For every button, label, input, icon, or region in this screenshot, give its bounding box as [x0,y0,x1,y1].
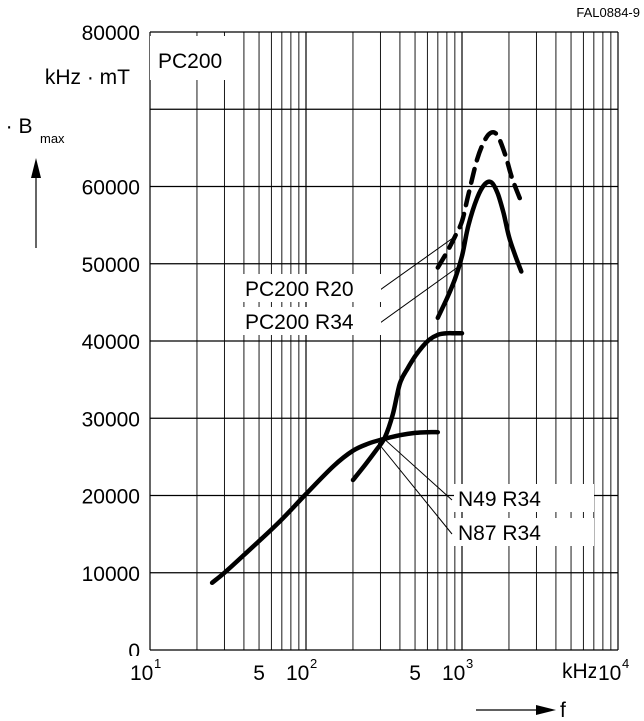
series-line-n87-r34 [209,429,441,586]
y-tick-label: 60000 [82,177,140,200]
y-axis-unit: kHz · mT [45,66,130,89]
x-tick-exponent: 4 [622,656,629,671]
x-tick-labels: 10 1 5 10 2 5 10 3 10 4 [128,656,642,685]
x-tick-label-bg [284,656,330,684]
x-tick-base: 10 [598,662,621,685]
y-tick-label: 40000 [82,331,140,354]
title-box [150,36,242,80]
x-axis-unit: kHz [562,660,598,683]
x-tick-label: 5 [407,656,426,685]
y-tick-label-bg [46,634,142,664]
y-axis-label-sub: max [40,131,65,146]
series-label-pc200-r20: PC200 R20 [245,278,354,301]
x-tick-label: 5 [251,656,270,685]
series-line-pc200-r34 [435,179,524,321]
x-tick-exponent: 3 [466,656,473,671]
x-tick-exponent: 1 [154,656,161,671]
leader-lines [377,237,458,535]
y-tick-label: 0 [128,640,140,663]
series-label-bg-n49-r34 [454,484,594,512]
x-tick-base: 10 [286,662,309,685]
x-tick-label-bg [596,656,642,684]
chart-title: PC200 [158,50,222,73]
y-tick-label-bg [46,556,142,587]
y-tick-label: 50000 [82,254,140,277]
leader-line-n87-r34 [377,442,453,535]
series-label-bg-pc200-r20 [241,274,381,302]
y-tick-labels: 0 10000 20000 30000 40000 50000 60000 80000 [46,16,142,664]
x-tick-label-bg [251,656,270,684]
y-axis-arrow [31,158,41,248]
leader-line-pc200-r20 [379,237,453,291]
x-tick-label: 10 2 [284,656,330,685]
x-tick-label: 10 1 [128,656,174,685]
series-label-n49-r34: N49 R34 [458,488,541,511]
x-tick-base: 10 [442,662,465,685]
series-label-bg-pc200-r34 [241,307,381,335]
x-tick-label-bg [440,656,486,684]
series-label-pc200-r34: PC200 R34 [245,311,354,334]
x-tick-label: 10 3 [440,656,486,685]
y-tick-label-bg [46,325,142,355]
y-tick-label: 10000 [82,563,140,586]
series-line-pc200-r20 [435,129,524,270]
series-labels: PC200 R20 PC200 R34 N49 R34 N87 R34 [241,274,594,546]
grid [149,31,619,651]
figure-code: FAL0884-9 [576,5,640,20]
series-label-bg-n87-r34 [454,518,594,546]
x-axis-label: f [560,699,566,721]
x-tick-label-bg [407,656,426,684]
series-line-n49-r34 [350,330,465,483]
x-tick-label: 10 4 [596,656,642,685]
x-tick-label-bg [128,656,174,684]
leader-line-n49-r34 [382,437,453,501]
curves [209,129,524,586]
series-label-n87-r34: N87 R34 [458,522,541,545]
y-tick-label-bg [46,247,142,278]
x-tick-exponent: 2 [310,656,317,671]
x-axis-arrow [476,705,556,715]
y-tick-label: 30000 [82,408,140,431]
y-axis-label-main: f · B [0,115,33,138]
y-tick-label-bg [46,16,142,46]
leader-line-pc200-r34 [379,267,458,324]
x-tick-base: 10 [130,662,153,685]
y-tick-label-bg [46,402,142,433]
y-tick-label-bg [46,170,142,201]
x-tick-value: 5 [409,662,421,685]
y-tick-label: 80000 [82,22,140,45]
y-tick-label: 20000 [82,486,140,509]
y-axis-label: f · B max [0,115,65,146]
y-unit-box [28,60,138,90]
x-tick-value: 5 [253,662,265,685]
y-tick-label-bg [46,479,142,510]
